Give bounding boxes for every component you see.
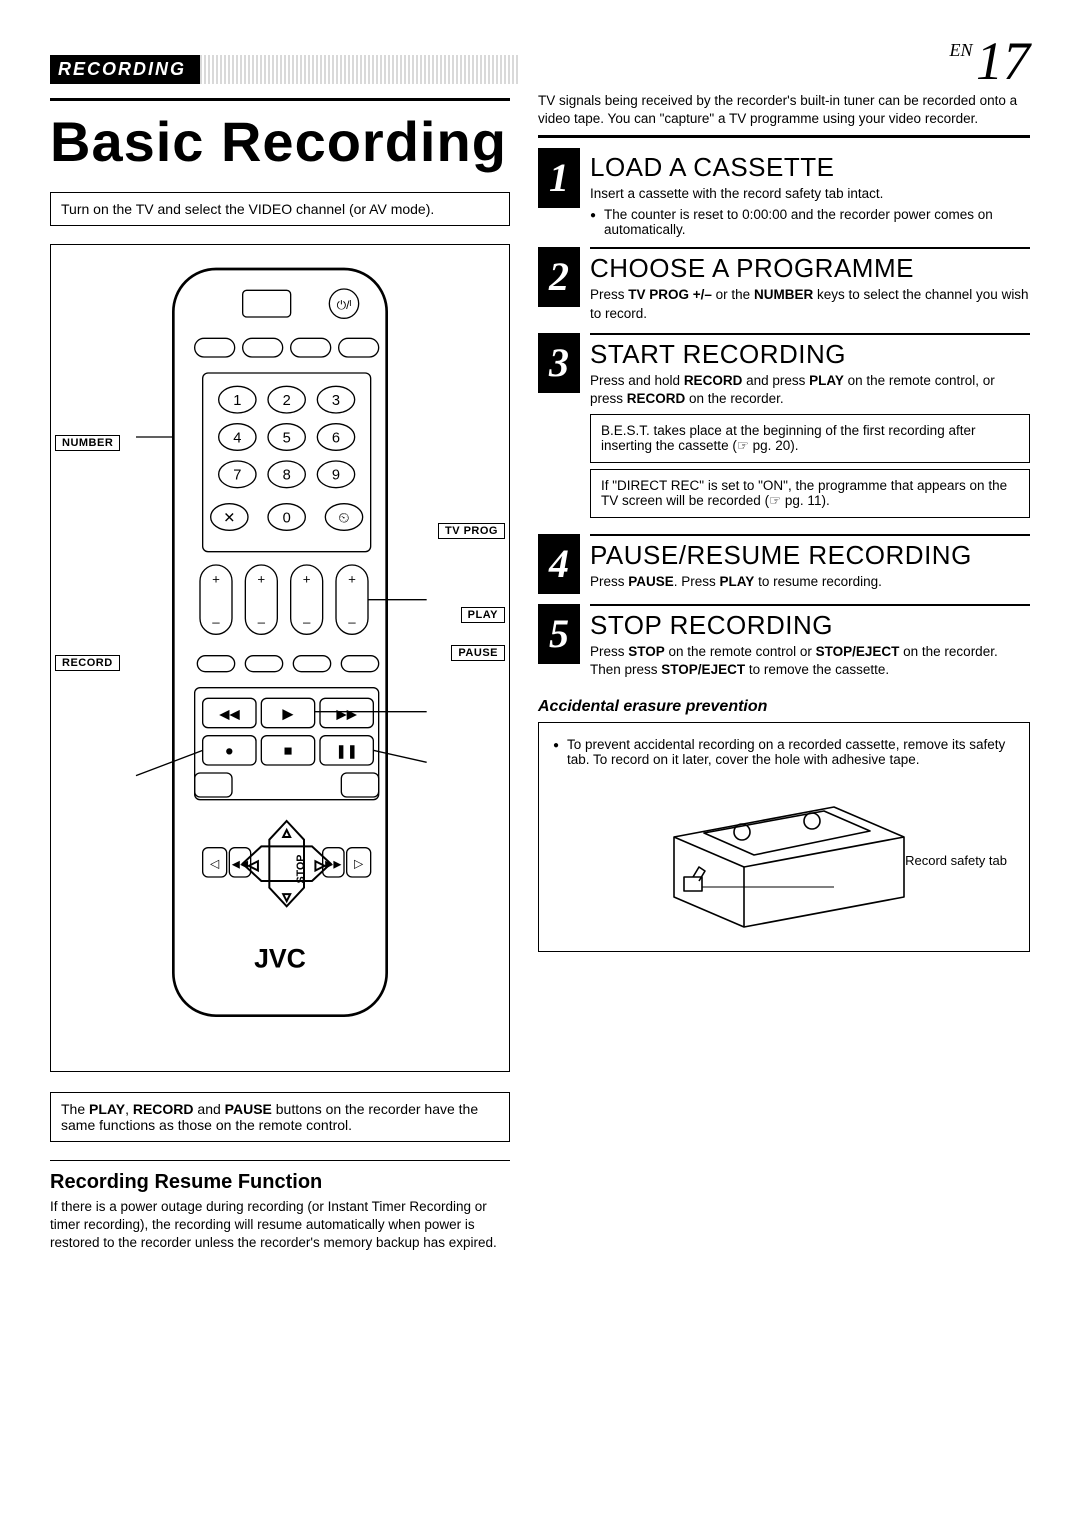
svg-text:◀◀: ◀◀ bbox=[219, 706, 240, 721]
erasure-text: To prevent accidental recording on a rec… bbox=[553, 737, 1015, 767]
svg-text:2: 2 bbox=[283, 393, 291, 409]
step-number: 2 bbox=[538, 247, 580, 307]
remote-svg: ⏻/ᴵ 1 2 3 4 5 6 7 8 9 bbox=[120, 261, 440, 1061]
svg-text:+: + bbox=[212, 571, 220, 586]
tv-select-text: Turn on the TV and select the VIDEO chan… bbox=[61, 201, 434, 217]
svg-text:0: 0 bbox=[283, 510, 291, 526]
callout-pause: PAUSE bbox=[451, 645, 505, 661]
step-3: 3 START RECORDING Press and hold RECORD … bbox=[538, 333, 1030, 524]
step-title: PAUSE/RESUME RECORDING bbox=[590, 534, 1030, 571]
step-title: CHOOSE A PROGRAMME bbox=[590, 247, 1030, 284]
svg-text:⏲: ⏲ bbox=[338, 510, 349, 526]
svg-text:+: + bbox=[303, 571, 311, 586]
svg-text:+: + bbox=[257, 571, 265, 586]
step-text: Insert a cassette with the record safety… bbox=[590, 185, 1030, 203]
svg-text:3: 3 bbox=[332, 393, 340, 409]
svg-text:▶▶: ▶▶ bbox=[336, 706, 357, 721]
svg-text:■: ■ bbox=[284, 743, 293, 759]
callout-tvprog: TV PROG bbox=[438, 523, 505, 539]
intro-text: TV signals being received by the recorde… bbox=[538, 92, 1030, 127]
rule bbox=[538, 135, 1030, 138]
svg-text:1: 1 bbox=[233, 393, 241, 409]
step-number: 3 bbox=[538, 333, 580, 393]
svg-text:4: 4 bbox=[233, 430, 241, 446]
note-best: B.E.S.T. takes place at the beginning of… bbox=[590, 414, 1030, 463]
page-header: RECORDING EN 17 bbox=[50, 40, 1030, 84]
step-text: Press TV PROG +/– or the NUMBER keys to … bbox=[590, 286, 1030, 322]
page-title: Basic Recording bbox=[50, 113, 510, 172]
svg-text:▷: ▷ bbox=[354, 856, 364, 870]
key-pause: PAUSE bbox=[225, 1101, 272, 1117]
svg-text:–: – bbox=[303, 614, 311, 629]
remote-illustration: NUMBER TV PROG PLAY PAUSE RECORD ⏻/ᴵ bbox=[50, 244, 510, 1072]
brand-logo: JVC bbox=[254, 943, 306, 973]
step-2: 2 CHOOSE A PROGRAMME Press TV PROG +/– o… bbox=[538, 247, 1030, 322]
tv-select-note: Turn on the TV and select the VIDEO chan… bbox=[50, 192, 510, 226]
svg-text:✕: ✕ bbox=[223, 510, 235, 526]
page-number: EN 17 bbox=[949, 40, 1030, 84]
svg-text:●: ● bbox=[225, 743, 234, 759]
cassette-svg bbox=[624, 777, 944, 937]
resume-heading: Recording Resume Function bbox=[50, 1171, 510, 1194]
resume-text: If there is a power outage during record… bbox=[50, 1198, 510, 1253]
svg-text:▼: ▼ bbox=[281, 890, 293, 904]
svg-text:STOP: STOP bbox=[295, 854, 307, 883]
svg-text:9: 9 bbox=[332, 467, 340, 483]
svg-text:6: 6 bbox=[332, 430, 340, 446]
key-record: RECORD bbox=[133, 1101, 194, 1117]
resume-section: Recording Resume Function If there is a … bbox=[50, 1160, 510, 1253]
callout-record: RECORD bbox=[55, 655, 120, 671]
section-badge: RECORDING bbox=[50, 55, 200, 84]
svg-text:▶: ▶ bbox=[282, 706, 294, 722]
rule bbox=[50, 98, 510, 101]
erasure-heading: Accidental erasure prevention bbox=[538, 698, 1030, 716]
left-column: Basic Recording Turn on the TV and selec… bbox=[50, 92, 510, 1252]
step-bullet: The counter is reset to 0:00:00 and the … bbox=[590, 207, 1030, 237]
text: The bbox=[61, 1101, 89, 1117]
svg-text:–: – bbox=[258, 614, 266, 629]
step-number: 1 bbox=[538, 148, 580, 208]
svg-text:–: – bbox=[348, 614, 356, 629]
svg-text:❚❚: ❚❚ bbox=[335, 743, 357, 759]
lang-code: EN bbox=[949, 40, 972, 60]
same-function-note: The PLAY, RECORD and PAUSE buttons on th… bbox=[50, 1092, 510, 1142]
svg-text:7: 7 bbox=[233, 467, 241, 483]
step-number: 5 bbox=[538, 604, 580, 664]
svg-text:5: 5 bbox=[283, 430, 291, 446]
svg-text:◁: ◁ bbox=[210, 856, 220, 870]
svg-text:◀◀: ◀◀ bbox=[232, 858, 249, 870]
callout-number: NUMBER bbox=[55, 435, 120, 451]
step-1: 1 LOAD A CASSETTE Insert a cassette with… bbox=[538, 148, 1030, 237]
svg-text:–: – bbox=[212, 614, 220, 629]
right-column: TV signals being received by the recorde… bbox=[538, 92, 1030, 1252]
svg-text:+: + bbox=[348, 571, 356, 586]
svg-text:▶▶: ▶▶ bbox=[325, 858, 342, 870]
step-4: 4 PAUSE/RESUME RECORDING Press PAUSE. Pr… bbox=[538, 534, 1030, 594]
svg-text:▶: ▶ bbox=[315, 858, 325, 872]
key-play: PLAY bbox=[89, 1101, 125, 1117]
step-text: Press PAUSE. Press PLAY to resume record… bbox=[590, 573, 1030, 591]
step-text: Press STOP on the remote control or STOP… bbox=[590, 643, 1030, 679]
svg-text:8: 8 bbox=[283, 467, 291, 483]
step-title: START RECORDING bbox=[590, 333, 1030, 370]
erasure-box: To prevent accidental recording on a rec… bbox=[538, 722, 1030, 952]
callout-play: PLAY bbox=[461, 607, 505, 623]
note-directrec: If "DIRECT REC" is set to "ON", the prog… bbox=[590, 469, 1030, 518]
step-title: LOAD A CASSETTE bbox=[590, 148, 1030, 183]
step-5: 5 STOP RECORDING Press STOP on the remot… bbox=[538, 604, 1030, 679]
step-number: 4 bbox=[538, 534, 580, 594]
step-text: Press and hold RECORD and press PLAY on … bbox=[590, 372, 1030, 408]
page-digits: 17 bbox=[976, 31, 1030, 91]
svg-text:⏻/ᴵ: ⏻/ᴵ bbox=[337, 298, 352, 312]
safety-tab-label: Record safety tab bbox=[905, 853, 1007, 868]
svg-text:▲: ▲ bbox=[281, 826, 293, 840]
step-title: STOP RECORDING bbox=[590, 604, 1030, 641]
